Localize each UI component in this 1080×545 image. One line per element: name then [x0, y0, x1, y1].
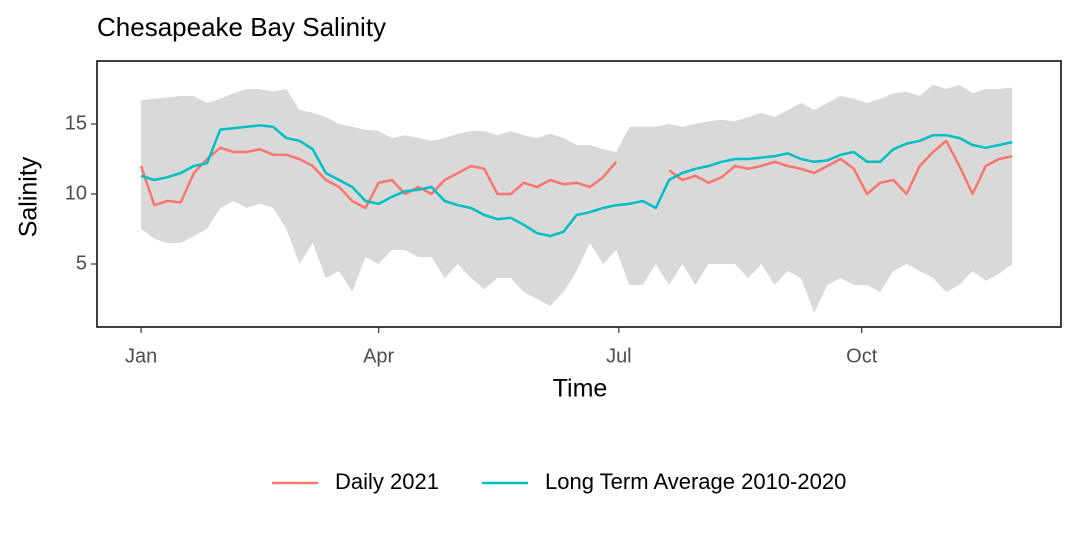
y-tick-label: 5 — [76, 252, 87, 274]
x-tick-label: Oct — [846, 345, 878, 367]
plot-area — [139, 84, 1013, 313]
legend-label: Long Term Average 2010-2020 — [545, 469, 846, 494]
ribbon — [141, 84, 1013, 313]
y-tick-label: 15 — [65, 112, 87, 134]
y-tick-label: 10 — [65, 182, 87, 204]
x-tick-label: Jan — [125, 345, 157, 367]
series-line — [140, 124, 1013, 238]
y-axis-title: Salinity — [15, 156, 43, 237]
x-axis-title: Time — [553, 375, 608, 403]
x-tick-label: Apr — [363, 345, 394, 367]
series-line — [139, 139, 1013, 210]
legend-label: Daily 2021 — [335, 469, 439, 494]
chart-title: Chesapeake Bay Salinity — [97, 12, 386, 42]
legend: Daily 2021 Long Term Average 2010-2020 — [272, 469, 846, 494]
x-tick-label: Jul — [606, 345, 632, 367]
